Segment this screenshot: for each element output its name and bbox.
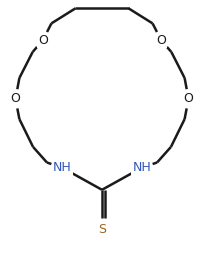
Text: O: O [38,34,48,47]
Text: NH: NH [53,161,72,174]
Text: S: S [98,223,106,236]
Text: O: O [11,92,20,105]
Text: O: O [184,92,193,105]
Text: O: O [156,34,166,47]
Text: NH: NH [132,161,151,174]
